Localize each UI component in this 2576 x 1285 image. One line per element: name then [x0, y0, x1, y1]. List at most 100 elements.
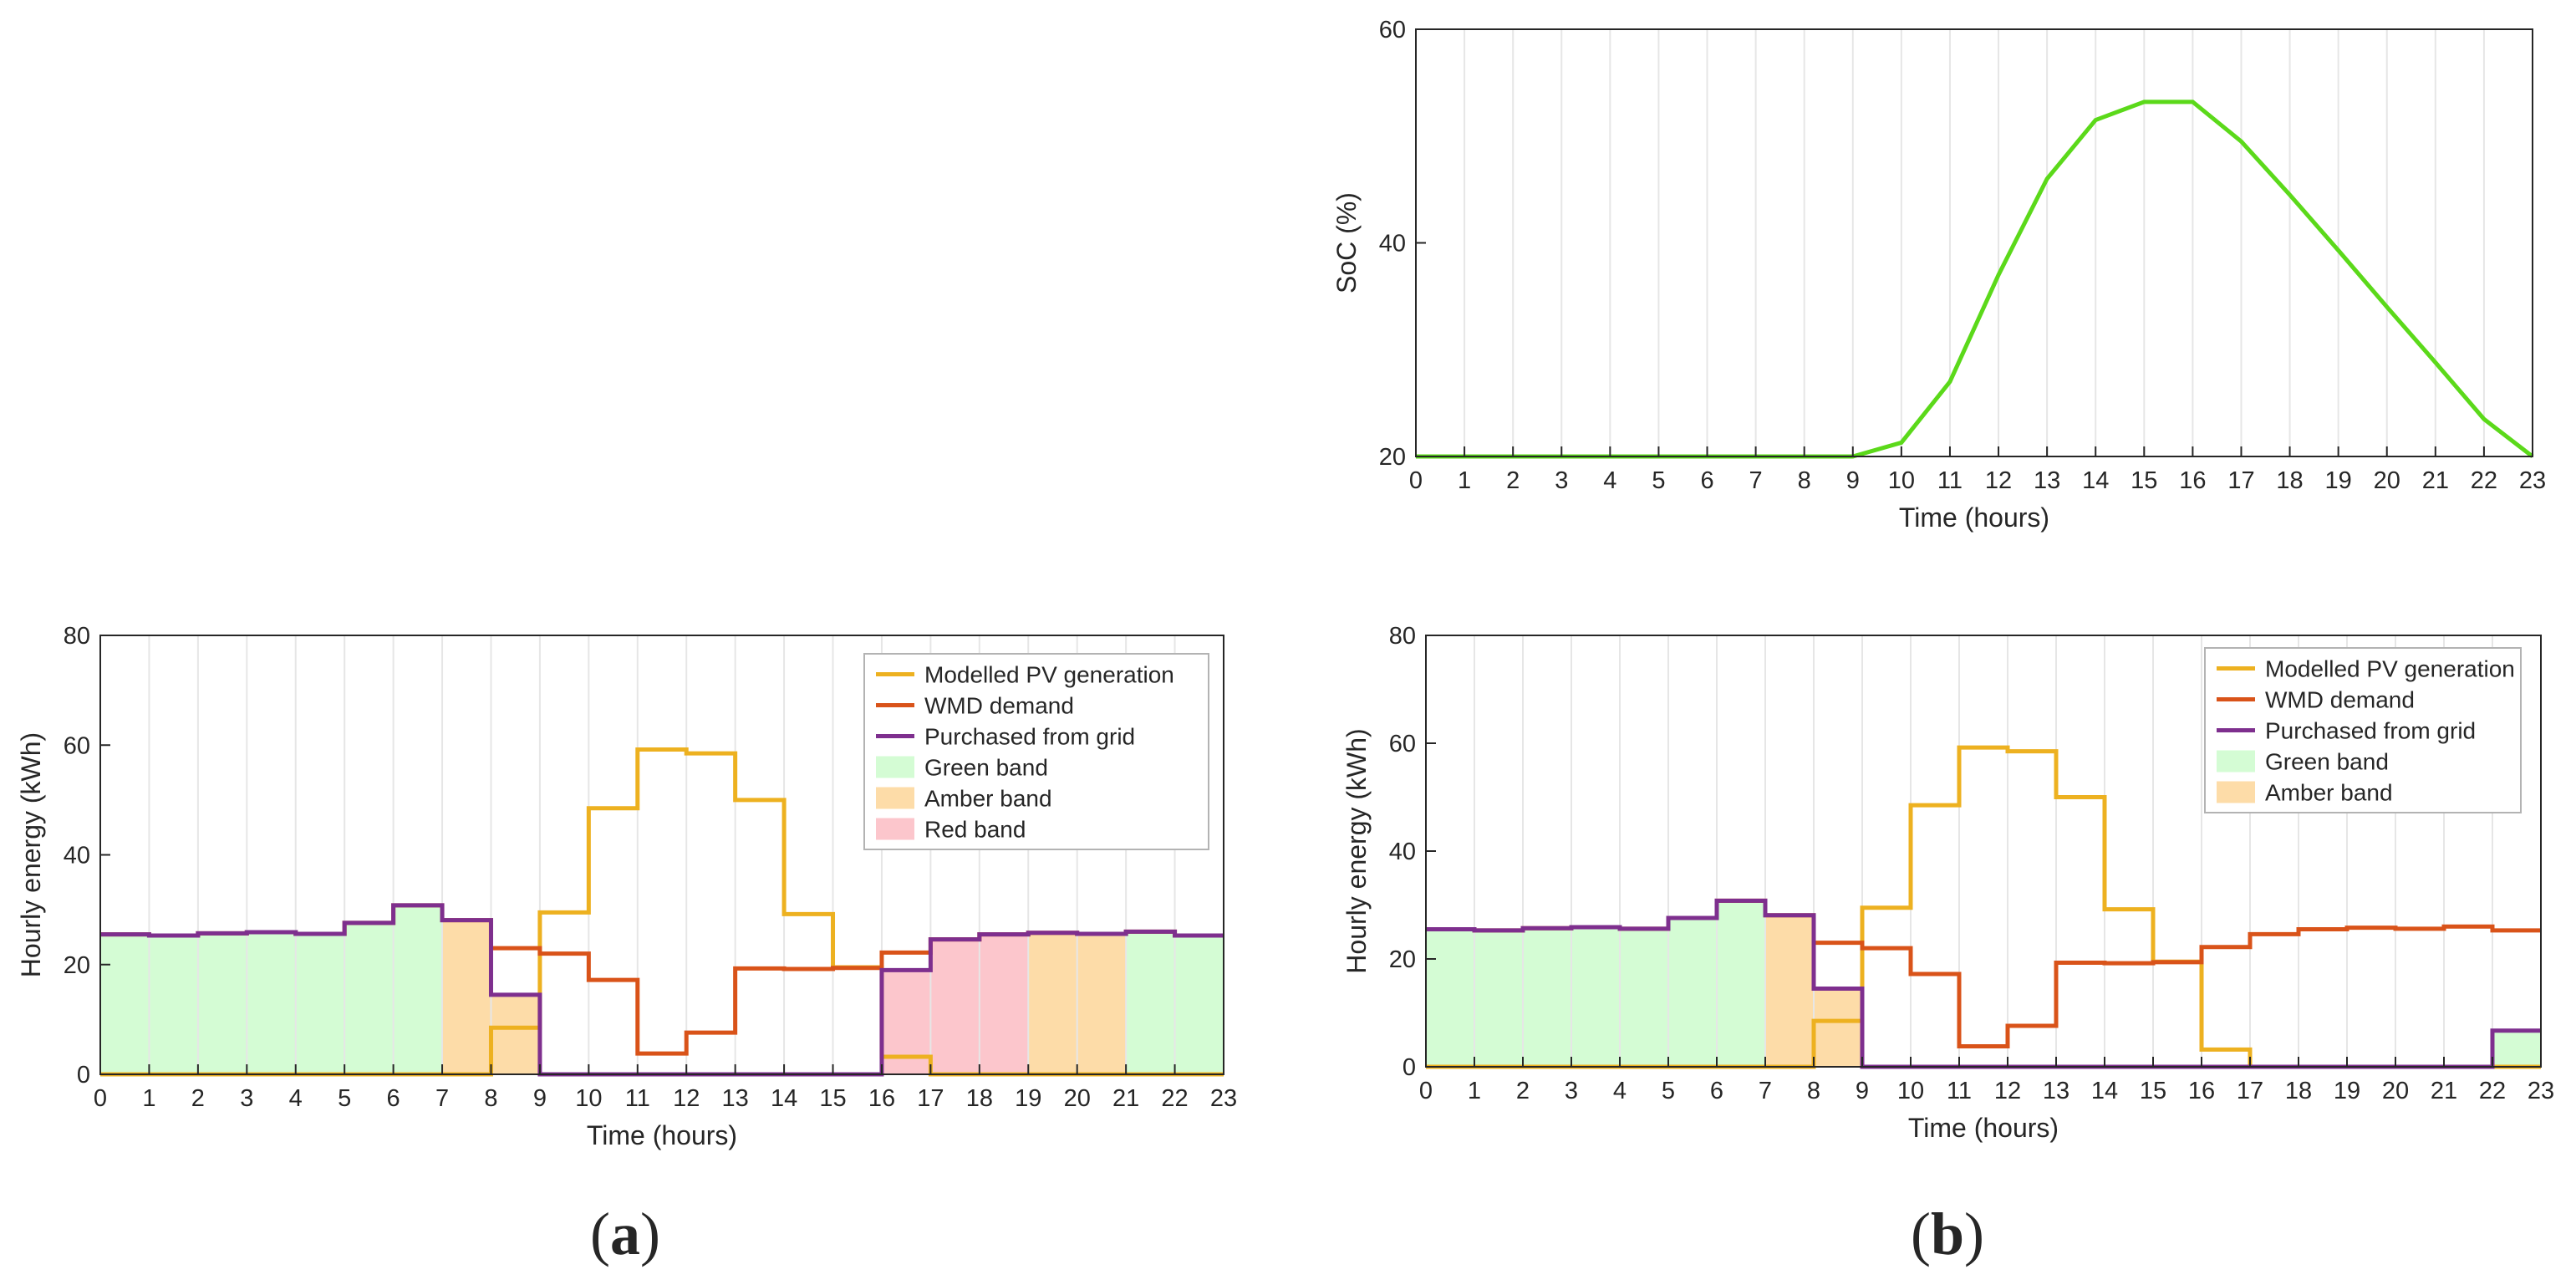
y-tick-label: 0	[1403, 1054, 1416, 1081]
x-tick-label: 11	[1937, 467, 1963, 494]
x-tick-label: 15	[2131, 467, 2157, 494]
legend-label: Purchased from grid	[924, 724, 1135, 750]
x-tick-label: 13	[722, 1085, 749, 1112]
x-tick-label: 3	[240, 1085, 253, 1112]
legend-label: Modelled PV generation	[2265, 656, 2515, 682]
x-tick-label: 4	[289, 1085, 303, 1112]
x-tick-label: 4	[1613, 1078, 1627, 1104]
band-green-band-segment	[1426, 900, 1765, 1067]
x-tick-label: 13	[2034, 467, 2060, 494]
x-tick-label: 18	[2285, 1078, 2312, 1104]
legend-patch-swatch	[876, 787, 914, 809]
x-tick-label: 5	[1652, 467, 1665, 494]
legend-label: Amber band	[924, 786, 1052, 812]
energy-chart-a: 0 1 2 3 4 5 6 7 8 9 10 11 12 13 14 15 16 17 18 19 20 21 22 2302…	[16, 623, 1237, 1150]
x-tick-label: 12	[1985, 467, 2012, 494]
x-tick-label: 17	[2237, 1078, 2263, 1104]
x-tick-label: 20	[1064, 1085, 1091, 1112]
y-tick-label: 40	[1379, 231, 1406, 258]
x-tick-label: 14	[2091, 1078, 2118, 1104]
band-green-band-segment	[2492, 1030, 2541, 1067]
legend-label: WMD demand	[2265, 687, 2415, 713]
x-axis-label: Time (hours)	[587, 1120, 737, 1150]
y-tick-label: 60	[64, 732, 90, 759]
legend-label: Amber band	[2265, 780, 2393, 806]
legend-patch-swatch	[876, 818, 914, 840]
x-axis-label: Time (hours)	[1908, 1113, 2059, 1143]
x-tick-label: 2	[1516, 1078, 1530, 1104]
x-tick-label: 18	[966, 1085, 993, 1112]
x-tick-label: 22	[2471, 467, 2497, 494]
x-tick-label: 19	[1015, 1085, 1041, 1112]
x-tick-label: 21	[2431, 1078, 2457, 1104]
legend-patch-swatch	[2217, 781, 2255, 803]
x-tick-label: 3	[1565, 1078, 1578, 1104]
legend-label: Red band	[924, 817, 1026, 843]
x-tick-label: 10	[1897, 1078, 1924, 1104]
y-tick-label: 20	[1379, 444, 1406, 471]
x-tick-label: 10	[1888, 467, 1915, 494]
x-tick-label: 16	[2179, 467, 2206, 494]
x-tick-label: 2	[1506, 467, 1520, 494]
x-tick-label: 5	[1662, 1078, 1675, 1104]
x-tick-label: 8	[1798, 467, 1811, 494]
x-tick-label: 5	[338, 1085, 351, 1112]
legend-patch-swatch	[2217, 750, 2255, 773]
x-tick-label: 1	[142, 1085, 155, 1112]
plot-area	[1416, 29, 2533, 456]
x-tick-label: 7	[435, 1085, 449, 1112]
panel-label-b: (b)	[1911, 1201, 1984, 1267]
panel-label-a: (a)	[590, 1201, 660, 1267]
legend-label: Purchased from grid	[2265, 718, 2476, 744]
x-tick-label: 2	[191, 1085, 205, 1112]
x-tick-label: 6	[1710, 1078, 1723, 1104]
x-tick-label: 20	[2374, 467, 2400, 494]
x-tick-label: 21	[2422, 467, 2449, 494]
x-tick-label: 16	[2188, 1078, 2215, 1104]
x-tick-label: 9	[1856, 1078, 1869, 1104]
y-axis-label: Hourly energy (kWh)	[16, 732, 46, 977]
y-tick-label: 80	[1389, 623, 1416, 650]
energy-chart-b: 0 1 2 3 4 5 6 7 8 9 10 11 12 13 14 15 16 17 18 19 20 21 22 2302…	[1341, 623, 2554, 1143]
x-tick-label: 23	[1210, 1085, 1237, 1112]
x-tick-label: 4	[1603, 467, 1616, 494]
x-tick-label: 15	[2140, 1078, 2166, 1104]
y-tick-label: 80	[64, 623, 90, 650]
legend-box	[2204, 647, 2522, 813]
x-tick-label: 22	[1161, 1085, 1188, 1112]
x-tick-label: 10	[575, 1085, 602, 1112]
x-tick-label: 19	[2325, 467, 2352, 494]
y-tick-label: 60	[1379, 17, 1406, 43]
x-tick-label: 11	[1947, 1078, 1972, 1104]
legend-box	[863, 653, 1209, 850]
x-tick-label: 14	[2082, 467, 2109, 494]
x-tick-label: 9	[1846, 467, 1860, 494]
y-axis-label: Hourly energy (kWh)	[1341, 728, 1372, 973]
x-tick-label: 7	[1759, 1078, 1772, 1104]
x-tick-label: 13	[2043, 1078, 2069, 1104]
x-tick-label: 12	[1994, 1078, 2021, 1104]
band-red-band-segment	[881, 934, 1029, 1074]
x-tick-label: 19	[2334, 1078, 2360, 1104]
y-tick-label: 20	[1389, 946, 1416, 973]
legend-label: Green band	[2265, 749, 2389, 775]
x-tick-label: 0	[1419, 1078, 1433, 1104]
x-tick-label: 17	[917, 1085, 944, 1112]
x-tick-label: 0	[94, 1085, 107, 1112]
x-tick-label: 0	[1409, 467, 1423, 494]
y-tick-label: 40	[64, 843, 90, 869]
x-tick-label: 21	[1112, 1085, 1139, 1112]
x-tick-label: 8	[1807, 1078, 1820, 1104]
x-tick-label: 1	[1458, 467, 1471, 494]
x-tick-label: 8	[484, 1085, 497, 1112]
x-tick-label: 15	[819, 1085, 846, 1112]
x-tick-label: 17	[2227, 467, 2254, 494]
y-axis-label: SoC (%)	[1331, 192, 1362, 293]
x-tick-label: 11	[625, 1085, 650, 1112]
legend-label: WMD demand	[924, 693, 1074, 719]
y-tick-label: 0	[77, 1062, 90, 1089]
x-tick-label: 7	[1749, 467, 1763, 494]
legend-label: Modelled PV generation	[924, 662, 1174, 688]
x-tick-label: 23	[2528, 1078, 2554, 1104]
